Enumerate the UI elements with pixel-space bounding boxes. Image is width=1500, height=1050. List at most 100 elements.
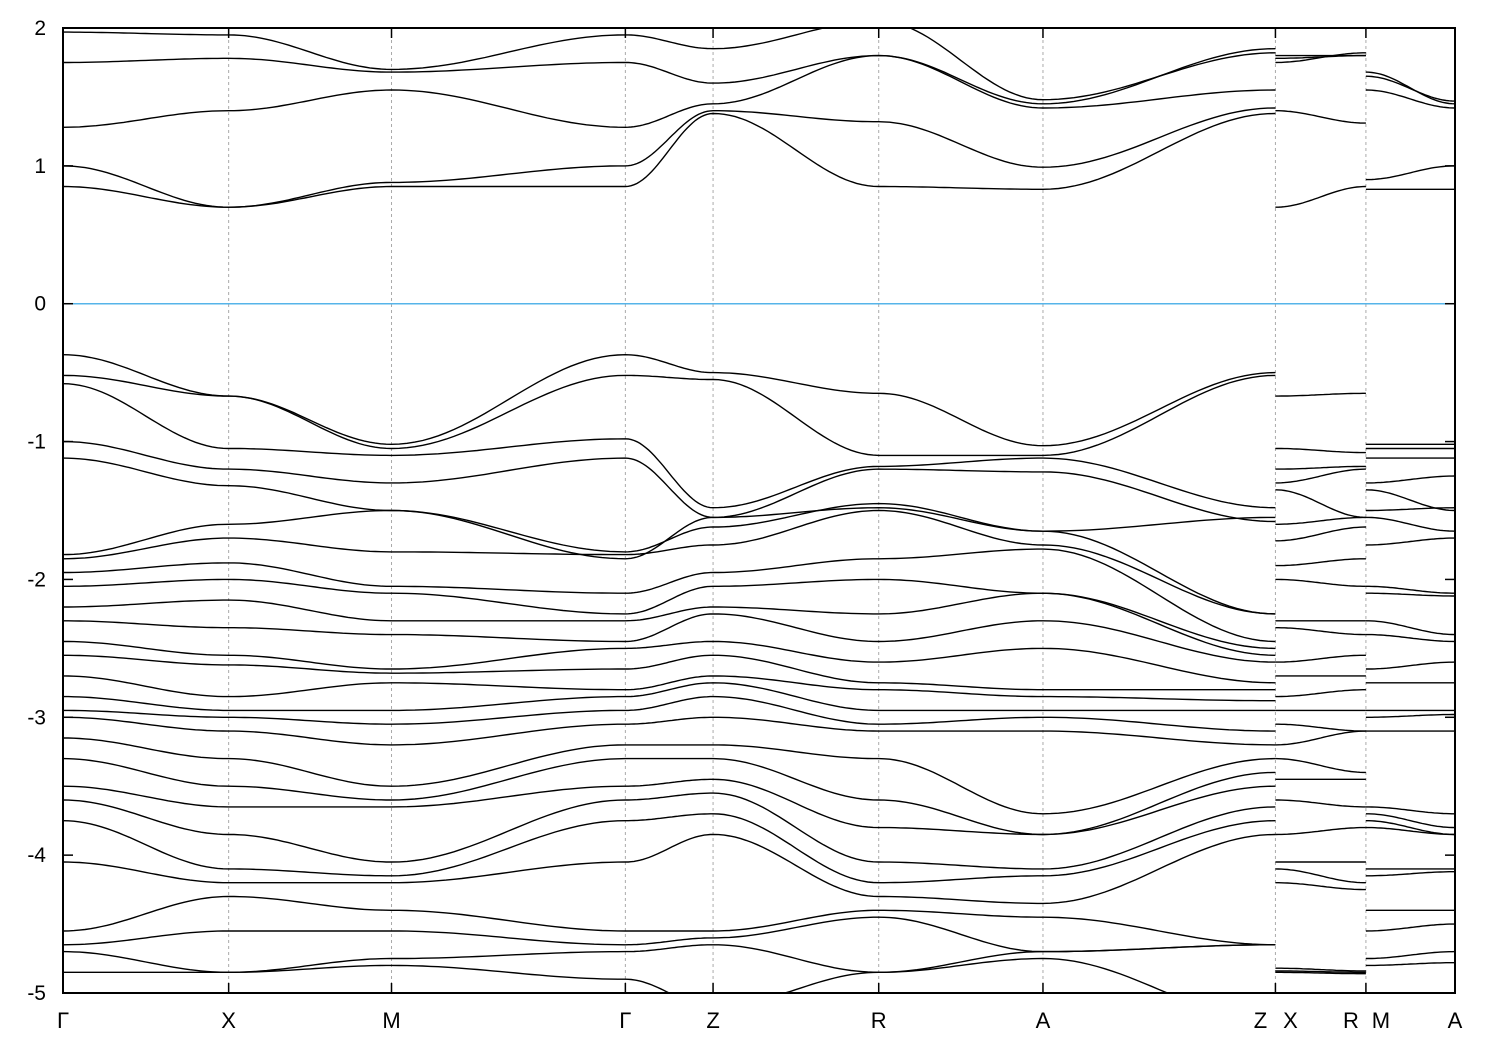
kpoint-label: M — [382, 1008, 400, 1033]
band-line-10 — [63, 506, 1276, 560]
kpoint-label: Γ — [619, 1008, 631, 1033]
band-line-21 — [1275, 730, 1366, 746]
kpoint-label: A — [1448, 1008, 1463, 1033]
band-line-27 — [63, 833, 1276, 905]
kpoint-label: A — [1036, 1008, 1051, 1033]
band-line-24 — [1275, 799, 1366, 808]
band-line-17 — [1365, 661, 1455, 670]
band-line-28 — [63, 895, 1276, 946]
band-line-29 — [63, 916, 1276, 953]
y-tick-label: -3 — [27, 706, 46, 729]
band-line-31 — [1275, 971, 1366, 975]
kpoint-label: R — [1343, 1008, 1359, 1033]
band-line-16 — [1275, 654, 1366, 663]
band-line-12 — [1275, 558, 1366, 567]
y-axis: -5 -4 -3 -2 -1 0 1 2 — [27, 17, 1455, 1005]
band-line-14 — [1365, 592, 1455, 597]
band-line-11 — [1275, 526, 1366, 542]
band-line-10 — [1275, 516, 1366, 525]
band-line-31 — [1365, 962, 1455, 967]
kpoint-label: Z — [706, 1008, 719, 1033]
band-line-20 — [1275, 723, 1366, 732]
band-line-2 — [1275, 54, 1366, 59]
band-line-4 — [63, 112, 1276, 208]
band-line-11 — [63, 509, 1276, 615]
band-line-10 — [1365, 507, 1455, 512]
kpoint-label: Z — [1254, 1008, 1267, 1033]
band-line-8 — [1275, 468, 1366, 484]
band-line-1 — [63, 48, 1276, 105]
band-line-15 — [1275, 627, 1366, 636]
bands — [63, 28, 1455, 993]
band-line-5 — [1275, 392, 1366, 397]
y-tick-label: 1 — [34, 155, 46, 178]
band-line-24 — [63, 778, 1276, 836]
kpoint-label: R — [871, 1008, 887, 1033]
band-line-29 — [1275, 967, 1366, 972]
band-line-7 — [1275, 465, 1366, 470]
band-line-25 — [1365, 826, 1455, 836]
band-line-25 — [63, 792, 1276, 870]
band-line-15 — [63, 613, 1276, 663]
band-line-22 — [1275, 757, 1366, 774]
band-line-20 — [63, 695, 1276, 732]
band-line-28 — [1275, 882, 1366, 891]
band-line-3 — [63, 107, 1276, 208]
band-line-3 — [1275, 110, 1366, 124]
band-line-27 — [1365, 871, 1455, 877]
band-line-4 — [1275, 185, 1366, 208]
band-line-20 — [1365, 713, 1455, 718]
band-line-13 — [1365, 585, 1455, 594]
band-line-8 — [63, 440, 1276, 523]
band-line-14 — [63, 592, 1276, 656]
y-tick-label: -4 — [27, 844, 46, 867]
band-line-9 — [1275, 489, 1366, 519]
band-line-9 — [63, 457, 1276, 615]
band-line-16 — [63, 640, 1276, 684]
band-line-6 — [63, 374, 1276, 457]
band-line-30 — [63, 944, 1276, 973]
band-line-6 — [1275, 447, 1366, 454]
band-line-23 — [63, 757, 1276, 836]
band-line-21 — [63, 716, 1276, 746]
y-tick-label: -2 — [27, 568, 46, 591]
band-line-5 — [63, 353, 1276, 447]
band-line-31 — [63, 957, 1170, 993]
band-line-11 — [1365, 516, 1455, 532]
band-line-15 — [1365, 620, 1455, 636]
band-line-7 — [63, 383, 1276, 509]
y-tick-label: 0 — [34, 293, 46, 316]
band-line-30 — [1275, 970, 1366, 973]
band-line-22 — [1365, 806, 1455, 815]
band-line-19 — [63, 682, 1276, 712]
grid-lines — [227, 28, 1367, 993]
band-line-12 — [63, 548, 1276, 643]
band-line-23 — [1365, 813, 1455, 829]
band-line-29 — [1365, 923, 1455, 932]
band-line-2 — [1365, 89, 1455, 109]
kpoint-label: M — [1372, 1008, 1390, 1033]
y-tick-label: 2 — [34, 17, 46, 40]
band-line-13 — [63, 578, 1276, 650]
band-line-18 — [63, 675, 1276, 702]
band-line-0 — [63, 28, 1276, 101]
band-line-22 — [63, 737, 1276, 815]
band-line-9 — [1365, 489, 1455, 512]
kpoint-label: Γ — [57, 1008, 69, 1033]
band-line-27 — [1275, 868, 1366, 884]
y-tick-label: -5 — [27, 982, 46, 1005]
band-line-13 — [1275, 578, 1366, 587]
band-line-18 — [1275, 689, 1366, 698]
band-line-25 — [1275, 826, 1366, 836]
kpoint-label: X — [1283, 1008, 1298, 1033]
band-line-3 — [1365, 165, 1455, 181]
band-line-17 — [63, 654, 1276, 691]
band-line-1 — [1365, 75, 1455, 102]
band-line-26 — [63, 813, 1276, 884]
y-tick-label: -1 — [27, 431, 46, 454]
band-line-30 — [1365, 950, 1455, 960]
kpoint-label: X — [221, 1008, 236, 1033]
band-line-8 — [1365, 475, 1455, 484]
band-line-2 — [63, 54, 1276, 129]
